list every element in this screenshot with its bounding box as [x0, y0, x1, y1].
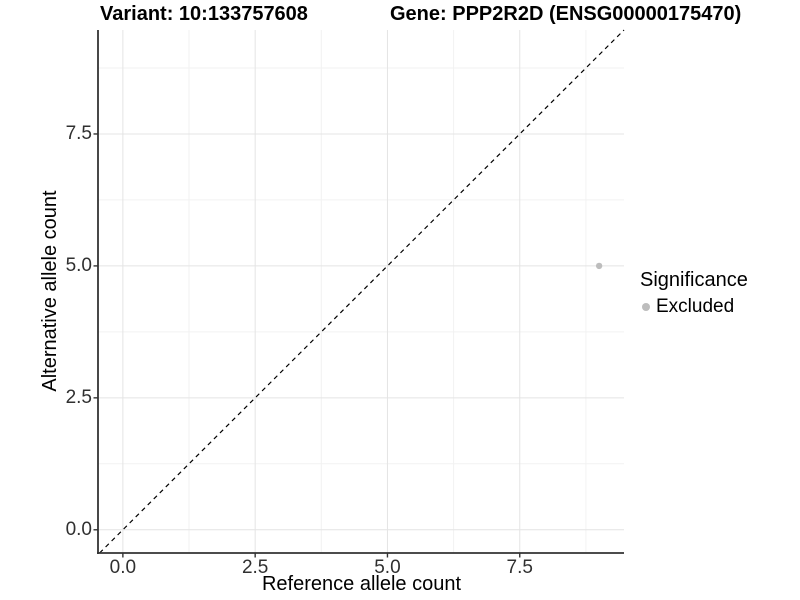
data-point — [595, 262, 603, 270]
y-axis-label: Alternative allele count — [39, 190, 61, 392]
legend-item-excluded: Excluded — [640, 296, 748, 318]
identity-line — [99, 29, 625, 554]
plot-title-gene: Gene: PPP2R2D (ENSG00000175470) — [390, 3, 742, 25]
y-tick-label: 0.0 — [65, 518, 92, 540]
y-tick-label: 5.0 — [65, 254, 92, 276]
x-tick-label: 5.0 — [374, 557, 401, 578]
legend: Significance Excluded — [640, 269, 748, 318]
y-tick-label: 2.5 — [65, 386, 92, 408]
legend-item-label: Excluded — [656, 296, 735, 317]
x-axis-label: Reference allele count — [261, 573, 461, 595]
x-tick-label: 0.0 — [109, 557, 137, 578]
plot-title-variant: Variant: 10:133757608 — [100, 3, 308, 25]
x-tick-label: 7.5 — [506, 557, 533, 578]
x-tick-label: 2.5 — [241, 557, 269, 578]
y-tick-label: 7.5 — [65, 122, 92, 144]
legend-title: Significance — [640, 269, 748, 291]
legend-point-icon — [642, 303, 650, 311]
